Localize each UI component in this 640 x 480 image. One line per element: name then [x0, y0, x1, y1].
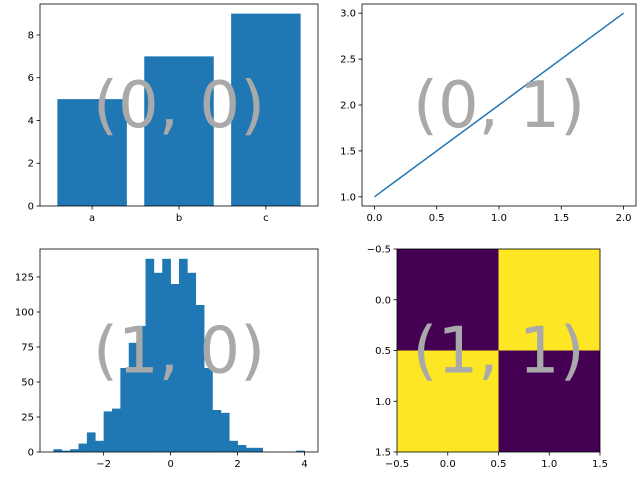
x-tick-label: 0.5	[491, 459, 507, 470]
histogram-bar	[61, 450, 71, 452]
y-tick-label: 1.0	[340, 192, 356, 203]
heatmap-cell	[498, 350, 600, 452]
x-tick-label: 2	[234, 459, 240, 470]
histogram-bar	[86, 432, 96, 452]
x-tick-label: 2.0	[616, 213, 632, 224]
heatmap-cell	[397, 350, 499, 452]
bar	[144, 56, 214, 207]
panel-label: (1, 0)	[93, 315, 265, 389]
histogram-bar	[53, 449, 63, 452]
panel-label: (1, 1)	[412, 315, 584, 389]
series-line	[374, 12, 624, 198]
y-tick-label: 0	[28, 448, 34, 459]
histogram-bar	[70, 449, 79, 452]
histogram-bar	[112, 408, 121, 452]
x-tick-label: a	[89, 213, 95, 224]
y-tick-label: 75	[21, 343, 34, 354]
x-tick-label: 1.5	[592, 459, 608, 470]
y-tick-label: 1.0	[375, 397, 391, 408]
x-tick-label: b	[176, 213, 182, 224]
heatmap-cell	[397, 249, 499, 351]
y-tick-label: 50	[21, 378, 34, 389]
y-tick-label: 2	[28, 159, 34, 170]
histogram-bar	[145, 258, 155, 452]
x-tick-label: 4	[301, 459, 307, 470]
x-tick-label: 1.5	[553, 213, 569, 224]
histogram-bar	[179, 258, 188, 452]
panel-heatmap: −0.5 0.0 0.5 1.0 1.5−0.50.00.51.01.5(1, 1)	[367, 245, 608, 471]
panel-label: (0, 1)	[413, 69, 585, 143]
y-tick-label: 3.0	[340, 9, 356, 20]
histogram-bar	[137, 326, 146, 452]
y-tick-label: 2.5	[340, 55, 356, 66]
histogram-bar	[195, 305, 205, 452]
histogram-bar	[296, 450, 305, 452]
y-tick-label: 1.5	[375, 448, 391, 459]
bar	[57, 99, 127, 206]
histogram-bar	[153, 272, 163, 452]
y-tick-label: 0.5	[375, 346, 391, 357]
panel-histogram: −2 0 2 4 0 25 50 75 100 125 (1, 0)	[15, 248, 319, 470]
histogram-bar	[103, 411, 113, 452]
y-tick-label: 6	[28, 73, 34, 84]
x-tick-label: −0.5	[385, 459, 409, 470]
histogram-bar	[220, 412, 230, 452]
axes-frame	[39, 248, 319, 453]
y-tick-label: −0.5	[367, 245, 391, 256]
x-tick-label: c	[263, 213, 269, 224]
y-tick-label: 8	[28, 30, 34, 41]
heatmap-cell	[498, 249, 600, 351]
histogram-bar	[170, 284, 180, 452]
x-tick-label: 0.5	[429, 213, 445, 224]
histogram-bar	[254, 447, 264, 452]
y-tick-label: 1.5	[340, 146, 356, 157]
histogram-bar	[229, 440, 238, 452]
y-tick-label: 0.0	[375, 295, 391, 306]
histogram-bar	[204, 368, 213, 452]
histogram-bar	[78, 443, 88, 452]
panel-bar-chart: a b c 0 2 4 6 8 (0, 0)	[28, 3, 319, 224]
x-tick-label: 0.0	[440, 459, 456, 470]
y-tick-label: 100	[15, 308, 34, 319]
histogram-bar	[128, 342, 138, 452]
y-tick-label: 25	[21, 413, 34, 424]
x-tick-label: −2	[96, 459, 111, 470]
y-tick-label: 125	[15, 273, 34, 284]
x-tick-label: 0	[167, 459, 173, 470]
histogram-bar	[212, 410, 222, 452]
y-tick-label: 2.0	[340, 101, 356, 112]
y-tick-label: 4	[28, 116, 34, 127]
x-tick-label: 1.0	[541, 459, 557, 470]
bar	[231, 13, 301, 206]
y-tick-label: 0	[28, 202, 34, 213]
histogram-bar	[187, 272, 197, 452]
x-tick-label: 0.0	[367, 213, 383, 224]
histogram-bar	[95, 440, 104, 452]
histogram-bar	[245, 447, 255, 452]
histogram-bar	[162, 258, 171, 452]
panel-line-chart: 0.0 0.5 1.0 1.5 2.0 1.0 1.5 2.0 2.5 3.0 (0, 1)	[340, 3, 637, 224]
histogram-bar	[120, 368, 130, 452]
x-tick-label: 1.0	[491, 213, 507, 224]
panel-label: (0, 0)	[93, 69, 265, 143]
histogram-bar	[237, 445, 247, 452]
